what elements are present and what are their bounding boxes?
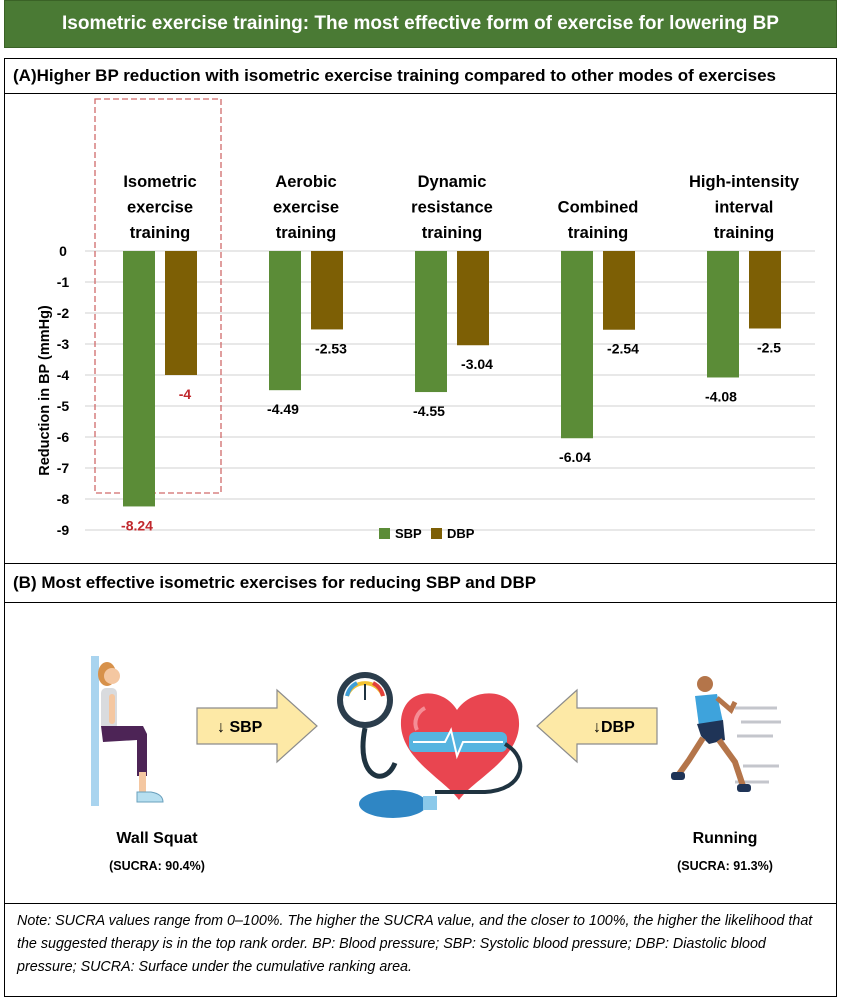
y-tick-label: -7: [57, 460, 70, 476]
bar-sbp: [269, 251, 301, 391]
category-label: interval: [715, 199, 774, 217]
bar-sbp: [415, 251, 447, 393]
runner-shirt: [695, 694, 723, 726]
footnote: Note: SUCRA values range from 0–100%. Th…: [4, 903, 837, 997]
shin: [139, 772, 146, 794]
panel-b-heading: (B) Most effective isometric exercises f…: [5, 564, 836, 603]
y-tick-label: -3: [57, 336, 70, 352]
data-label-dbp: -2.5: [757, 340, 781, 356]
bar-sbp: [123, 251, 155, 507]
category-label: training: [276, 224, 337, 242]
runner-head: [697, 676, 713, 692]
data-label-sbp: -4.49: [267, 401, 299, 417]
y-tick-label: -5: [57, 398, 70, 414]
category-label: training: [568, 224, 629, 242]
data-label-sbp: -6.04: [559, 449, 591, 465]
highlight-box: [94, 98, 222, 494]
bar-sbp: [561, 251, 593, 439]
wall: [91, 656, 99, 806]
category-label: exercise: [127, 199, 193, 217]
data-label-sbp: -8.24: [121, 517, 153, 533]
cuff-band: [409, 732, 507, 752]
legend-label-sbp: SBP: [395, 526, 422, 541]
speed-lines: [735, 706, 781, 784]
cuff-tube: [435, 742, 523, 794]
data-label-dbp: -3.04: [461, 356, 493, 372]
category-label: Combined: [558, 199, 639, 217]
category-label: training: [422, 224, 483, 242]
category-label: training: [130, 224, 191, 242]
category-label: Aerobic: [275, 173, 336, 191]
runner-shorts: [697, 720, 725, 744]
y-tick-label: 0: [59, 243, 67, 259]
runner-leg-front: [716, 738, 746, 787]
category-label: exercise: [273, 199, 339, 217]
page-title: Isometric exercise training: The most ef…: [4, 0, 837, 48]
category-label: Dynamic: [418, 173, 487, 191]
y-tick-label: -6: [57, 429, 70, 445]
runner-leg-back: [676, 736, 706, 776]
running-figure: [671, 676, 781, 792]
bar-dbp: [603, 251, 635, 330]
y-tick-label: -4: [57, 367, 70, 383]
wall-squat-sucra: (SUCRA: 90.4%): [109, 859, 205, 873]
legend-swatch-dbp: [431, 528, 442, 539]
category-label: training: [714, 224, 775, 242]
data-label-sbp: -4.08: [705, 388, 737, 404]
y-tick-label: -9: [57, 522, 70, 538]
sbp-arrow: ↓ SBP: [196, 688, 318, 764]
dbp-arrow-label: ↓DBP: [593, 719, 635, 736]
data-label-sbp: -4.55: [413, 403, 445, 419]
bar-dbp: [457, 251, 489, 346]
wall-squat-figure: [91, 656, 164, 806]
panel-a-heading: (A)Higher BP reduction with isometric ex…: [5, 59, 836, 94]
runner-arm: [715, 696, 738, 714]
dbp-arrow-shape: [536, 688, 658, 764]
y-tick-label: -2: [57, 305, 70, 321]
bar-chart: 0 -1 -2 -3 -4 -5 -6 -7 -8 -9 Reduction in BP (mmHg…: [37, 98, 815, 541]
data-label-dbp: -4: [179, 386, 192, 402]
legend-label-dbp: DBP: [447, 526, 475, 541]
arm: [109, 694, 115, 724]
data-label-dbp: -2.53: [315, 340, 347, 356]
sbp-arrow-shape: [196, 688, 318, 764]
pump-valve: [423, 796, 437, 810]
dbp-arrow: ↓DBP: [536, 688, 658, 764]
ekg-line: [413, 727, 503, 760]
category-label: Isometric: [123, 173, 196, 191]
legend-swatch-sbp: [379, 528, 390, 539]
data-label-dbp: -2.54: [607, 341, 639, 357]
bar-dbp: [165, 251, 197, 375]
head: [104, 668, 120, 684]
gauge-arc-blue: [345, 681, 359, 697]
heart-highlight: [413, 706, 427, 731]
bar-sbp: [707, 251, 739, 378]
running-sucra: (SUCRA: 91.3%): [677, 859, 773, 873]
running-label: Running: [692, 830, 758, 847]
panel-a: (A)Higher BP reduction with isometric ex…: [4, 58, 837, 564]
category-label: resistance: [411, 199, 493, 217]
shoe: [136, 791, 164, 803]
runner-shoe-front: [737, 784, 751, 792]
y-tick-label: -1: [57, 274, 70, 290]
y-tick-label: -8: [57, 491, 70, 507]
heart-bp-monitor-icon: [337, 672, 523, 818]
sbp-arrow-label: ↓ SBP: [217, 719, 263, 736]
runner-shoe-back: [671, 772, 685, 780]
y-axis-label: Reduction in BP (mmHg): [37, 305, 53, 476]
gauge-arc-red: [371, 681, 385, 697]
wall-squat-label: Wall Squat: [116, 830, 198, 847]
bulb-tube: [360, 727, 398, 779]
pump-bulb: [359, 790, 427, 818]
bar-dbp: [311, 251, 343, 330]
legs: [101, 726, 147, 776]
bar-dbp: [749, 251, 781, 329]
category-label: High-intensity: [689, 173, 800, 191]
panel-b: (B) Most effective isometric exercises f…: [4, 563, 837, 904]
